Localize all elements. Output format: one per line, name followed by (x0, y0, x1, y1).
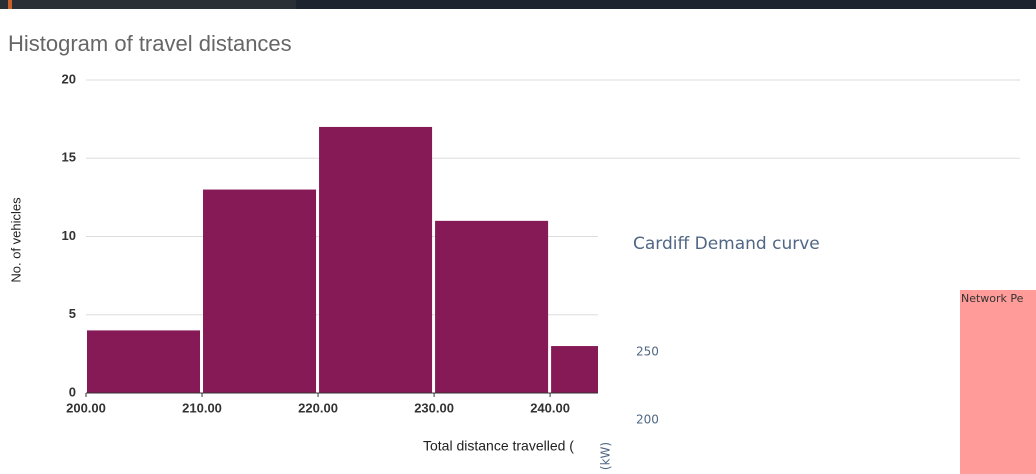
x-axis-label: Total distance travelled ( (423, 438, 574, 454)
x-tick-label: 240.00 (530, 400, 570, 415)
annotation: Network Pe (961, 292, 1024, 305)
shaded-region (960, 290, 1036, 474)
y-tick-label: 5 (69, 306, 76, 321)
bar (87, 330, 201, 393)
top-bar (0, 0, 1036, 9)
histogram-chart: 200.00 210.00 220.00 230.00 240.00 Histogram … (8, 31, 1020, 454)
demand-chart: Network Pe Cardiff Demand curve (kW) 250… (598, 196, 1036, 474)
bar (435, 220, 549, 393)
chart-title: Histogram of travel distances (8, 31, 292, 56)
y-axis-label: (kW) (599, 442, 613, 470)
y-tick-label: 200 (636, 412, 659, 426)
y-tick-label: 15 (62, 150, 76, 165)
top-bar-accent (8, 0, 12, 9)
y-tick-label: 20 (62, 71, 76, 86)
chart-title: Cardiff Demand curve (633, 234, 820, 254)
x-tick-label: 220.00 (298, 400, 338, 415)
bar (203, 189, 317, 393)
y-tick-label: 10 (62, 228, 76, 243)
x-tick-label: 210.00 (182, 400, 222, 415)
x-tick-label: 230.00 (414, 400, 454, 415)
y-tick-label: 250 (636, 345, 659, 359)
bar (319, 126, 433, 393)
y-axis-label: No. of vehicles (8, 197, 23, 283)
y-tick-label: 0 (69, 384, 76, 399)
x-tick-label: 200.00 (66, 400, 106, 415)
top-bar-image (0, 0, 296, 9)
